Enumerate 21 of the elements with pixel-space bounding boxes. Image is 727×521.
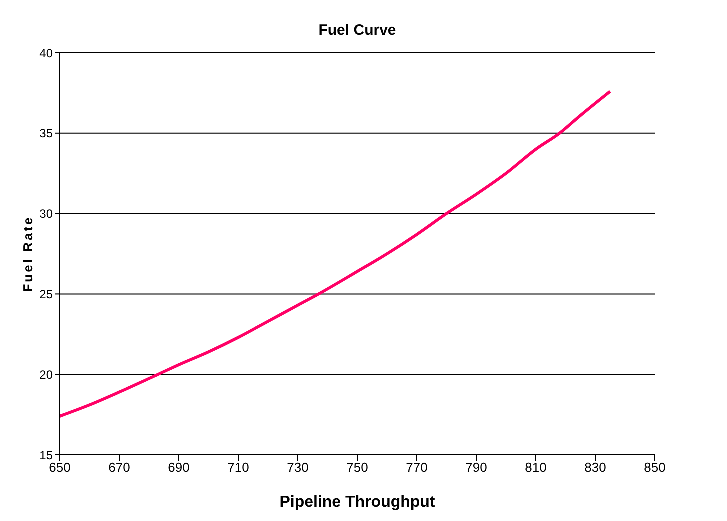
y-tick-label: 35 [40, 126, 54, 141]
y-tick-label: 25 [40, 287, 54, 302]
x-tick-label: 750 [346, 460, 368, 476]
line-series [60, 90, 612, 418]
x-tick-label: 810 [525, 460, 547, 476]
x-tick-label: 690 [168, 460, 190, 476]
chart-title: Fuel Curve [318, 22, 398, 39]
y-tick-label: 15 [40, 448, 54, 462]
x-tick-label: 730 [287, 460, 309, 476]
y-tick-label: 30 [40, 207, 54, 222]
x-tick-label: 790 [466, 460, 488, 476]
y-axis-title: Fuel Rate [20, 216, 36, 292]
y-tick-label: 20 [40, 368, 54, 382]
x-tick-label: 770 [406, 460, 428, 476]
x-tick-label: 710 [228, 460, 250, 476]
y-tick-label: 40 [40, 46, 54, 60]
x-axis-title: Pipeline Throughput [278, 494, 436, 512]
x-tick-label: 650 [49, 460, 71, 476]
x-tick-label: 850 [644, 460, 666, 476]
x-tick-label: 830 [584, 460, 606, 476]
x-tick-label: 670 [108, 460, 130, 476]
